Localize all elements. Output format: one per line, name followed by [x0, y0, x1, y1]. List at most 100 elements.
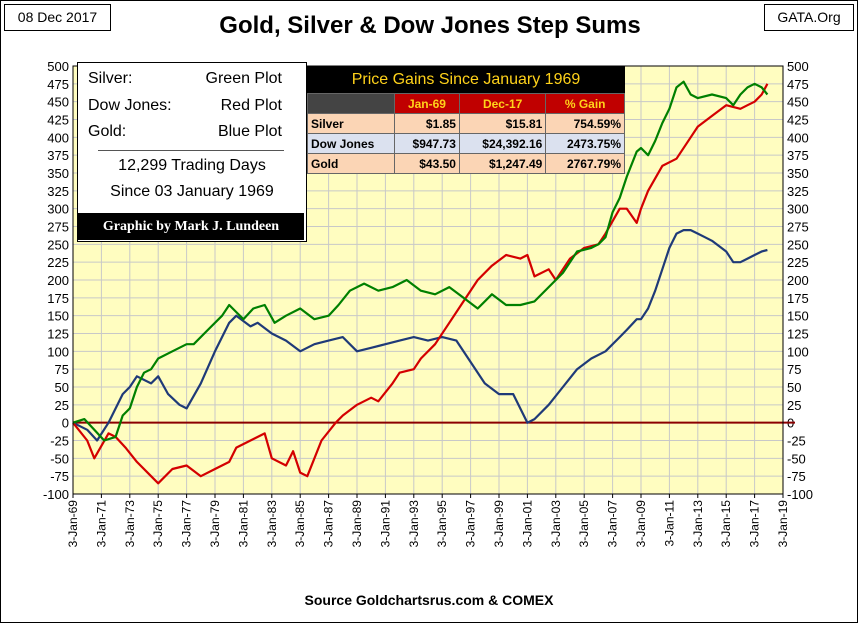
y-axis-left: -100 -75 -50 -25 0 25 50 75 100 125 150 175 200 225 25… [43, 59, 69, 502]
row-name: Silver [307, 113, 395, 134]
y-tick-label-right: 325 [787, 184, 809, 199]
x-tick-label: 3-Jan-93 [407, 500, 421, 548]
dow-line [72, 83, 769, 485]
row-gain: 2473.75% [545, 133, 625, 154]
y-tick-label-left: 175 [47, 291, 69, 306]
x-tick-label: 3-Jan-09 [634, 500, 648, 548]
silver-line [72, 80, 769, 442]
row-name: Gold [307, 153, 395, 174]
y-tick-label-left: 375 [47, 148, 69, 163]
y-tick-label-left: 400 [47, 130, 69, 145]
y-tick-label-left: 475 [47, 77, 69, 92]
x-tick-label: 3-Jan-73 [123, 500, 137, 548]
source-note: Source Goldchartsrus.com & COMEX [304, 592, 554, 608]
legend-row-dow: Dow Jones: Red Plot [88, 96, 298, 116]
header-start: Jan-69 [394, 93, 460, 114]
row-start: $43.50 [394, 153, 460, 174]
y-tick-label-right: 425 [787, 113, 809, 128]
chart-title: Gold, Silver & Dow Jones Step Sums [219, 12, 641, 39]
legend-row-gold: Gold: Blue Plot [88, 122, 298, 142]
y-tick-label-left: 275 [47, 220, 69, 235]
y-tick-label-right: 75 [787, 362, 801, 377]
y-tick-label-right: 25 [787, 398, 801, 413]
x-tick-label: 3-Jan-95 [435, 500, 449, 548]
since-date: Since 03 January 1969 [110, 183, 274, 200]
gains-grid: Jan-69 Dec-17 % Gain Silver $1.85 $15.81… [307, 93, 625, 174]
credit-banner: Graphic by Mark J. Lundeen [78, 213, 304, 240]
legend-row-silver: Silver: Green Plot [88, 69, 298, 89]
y-tick-label-left: -50 [50, 451, 69, 466]
legend-name: Gold: [88, 123, 127, 140]
x-tick-label: 3-Jan-89 [350, 500, 364, 548]
legend-divider [98, 150, 284, 151]
x-tick-label: 3-Jan-11 [662, 500, 676, 547]
x-tick-label: 3-Jan-19 [776, 500, 790, 548]
y-tick-label-left: 150 [47, 309, 69, 324]
y-tick-label-left: -25 [50, 434, 69, 449]
y-tick-label-right: 275 [787, 220, 809, 235]
y-tick-label-left: 325 [47, 184, 69, 199]
y-tick-label-left: 250 [47, 237, 69, 252]
y-tick-label-left: 300 [47, 202, 69, 217]
y-tick-label-right: 350 [787, 166, 809, 181]
y-tick-label-right: 250 [787, 237, 809, 252]
y-tick-label-right: 150 [787, 309, 809, 324]
y-tick-label-right: 200 [787, 273, 809, 288]
row-start: $1.85 [394, 113, 460, 134]
y-tick-label-right: 125 [787, 327, 809, 342]
legend-box: Silver: Green Plot Dow Jones: Red Plot G… [77, 62, 307, 242]
y-tick-label-right: -75 [787, 469, 806, 484]
x-tick-label: 3-Jan-77 [180, 500, 194, 548]
x-tick-label: 3-Jan-69 [66, 500, 80, 548]
series-lines [72, 80, 795, 485]
y-tick-label-left: -75 [50, 469, 69, 484]
x-tick-label: 3-Jan-85 [293, 500, 307, 548]
legend-name: Silver: [88, 70, 133, 87]
legend-plot: Green Plot [205, 70, 282, 87]
y-tick-label-right: -100 [787, 487, 813, 502]
y-tick-label-right: 225 [787, 255, 809, 270]
x-tick-label: 3-Jan-13 [691, 500, 705, 548]
y-tick-label-right: 300 [787, 202, 809, 217]
row-end: $15.81 [458, 113, 547, 134]
x-tick-label: 3-Jan-01 [520, 500, 534, 548]
price-gains-table: Price Gains Since January 1969 Jan-69 De… [307, 66, 625, 174]
legend-plot: Red Plot [220, 97, 282, 114]
y-tick-label-left: 450 [47, 95, 69, 110]
x-tick-label: 3-Jan-17 [748, 500, 762, 548]
row-gain: 2767.79% [545, 153, 625, 174]
y-tick-label-right: 375 [787, 148, 809, 163]
y-tick-label-right: 50 [787, 380, 801, 395]
trading-days: 12,299 Trading Days [118, 157, 266, 174]
row-end: $24,392.16 [458, 133, 547, 154]
y-tick-label-left: 75 [55, 362, 69, 377]
y-axis-right: -100-75-50-25025507510012515017520022525… [787, 59, 813, 502]
y-tick-label-left: 50 [55, 380, 69, 395]
row-end: $1,247.49 [458, 153, 547, 174]
row-name: Dow Jones [307, 133, 395, 154]
y-tick-label-left: 425 [47, 113, 69, 128]
row-start: $947.73 [394, 133, 460, 154]
legend-plot: Blue Plot [217, 123, 282, 140]
y-tick-label-left: 100 [47, 344, 69, 359]
y-tick-label-right: 500 [787, 59, 809, 74]
header-blank [307, 93, 395, 114]
y-tick-label-left: 350 [47, 166, 69, 181]
x-tick-label: 3-Jan-79 [208, 500, 222, 548]
x-tick-label: 3-Jan-75 [151, 500, 165, 548]
x-tick-label: 3-Jan-03 [549, 500, 563, 548]
header-gain: % Gain [545, 93, 625, 114]
x-axis: 3-Jan-69 3-Jan-71 3-Jan-73 3-Jan-75 3-Jan-77… [66, 494, 790, 547]
x-tick-label: 3-Jan-15 [719, 500, 733, 548]
y-tick-label-left: 500 [47, 59, 69, 74]
y-tick-label-left: 25 [55, 398, 69, 413]
y-tick-label-right: -50 [787, 451, 806, 466]
x-tick-label: 3-Jan-81 [236, 500, 250, 548]
y-tick-label-right: 475 [787, 77, 809, 92]
x-tick-label: 3-Jan-07 [606, 500, 620, 548]
y-tick-label-right: 100 [787, 344, 809, 359]
x-tick-label: 3-Jan-99 [492, 500, 506, 548]
table-row: Silver $1.85 $15.81 754.59% [307, 113, 625, 134]
x-tick-label: 3-Jan-71 [94, 500, 108, 548]
x-tick-label: 3-Jan-87 [322, 500, 336, 548]
